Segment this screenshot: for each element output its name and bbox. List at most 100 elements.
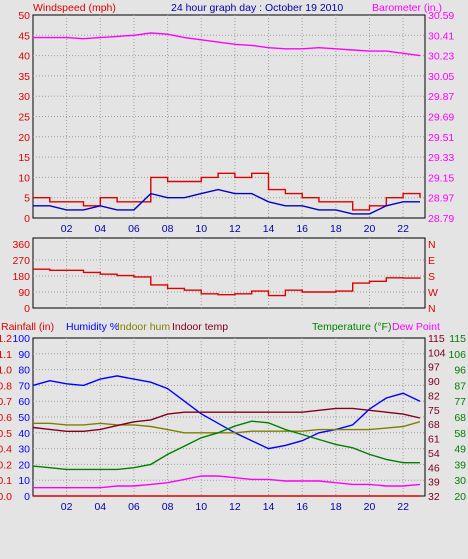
legend-dew-point: Dew Point xyxy=(392,321,440,333)
climate-right-tick: 90 xyxy=(428,376,440,388)
wind-left-tick: 40 xyxy=(18,51,30,63)
dir-left-tick: 180 xyxy=(12,271,30,283)
dir-left-tick: 360 xyxy=(12,239,30,251)
climate-right-tick: 61 xyxy=(428,434,440,446)
graph-title: 24 hour graph day : October 19 2010 xyxy=(171,2,343,14)
x-tick-label: 18 xyxy=(330,501,342,513)
climate-left-tick: 1.2 xyxy=(0,333,12,345)
dir-left-tick: 0 xyxy=(24,303,30,315)
climate-left-tick: 0.7 xyxy=(0,396,12,408)
climate-right-tick: 32 xyxy=(428,491,440,503)
climate-left2-tick: 60 xyxy=(18,396,30,408)
climate-right2-tick: 39 xyxy=(454,459,466,471)
climate-left-tick: 0.2 xyxy=(0,459,12,471)
wind-right-tick: 29.33 xyxy=(428,152,454,164)
x-tick-label: 12 xyxy=(229,501,241,513)
climate-right-tick: 75 xyxy=(428,405,440,417)
climate-right-tick: 82 xyxy=(428,390,440,402)
climate-right-tick: 115 xyxy=(428,333,445,345)
climate-left2-tick: 10 xyxy=(18,475,30,487)
climate-left2-tick: 80 xyxy=(18,365,30,377)
dir-left-tick: 270 xyxy=(12,255,30,267)
climate-left-tick: 0.1 xyxy=(0,475,12,487)
wind-right-tick: 30.23 xyxy=(428,51,454,63)
x-tick-label: 18 xyxy=(330,223,342,235)
climate-left2-tick: 20 xyxy=(18,459,30,471)
climate-right-tick: 68 xyxy=(428,419,440,431)
climate-left-tick: 1.1 xyxy=(0,349,12,361)
x-tick-label: 20 xyxy=(364,223,376,235)
wind-left-tick: 45 xyxy=(18,30,30,42)
x-tick-label: 08 xyxy=(162,501,174,513)
legend-indoor-hum: Indoor hum xyxy=(117,321,170,333)
dir-right-tick: N xyxy=(428,303,436,315)
wind-right-tick: 29.69 xyxy=(428,112,454,124)
x-tick-label: 02 xyxy=(61,223,73,235)
x-tick-label: 16 xyxy=(296,223,308,235)
dir-right-tick: E xyxy=(428,255,435,267)
wind-right-tick: 29.15 xyxy=(428,172,454,184)
windspeed-line xyxy=(33,172,421,211)
wind-left-tick: 0 xyxy=(24,213,30,225)
x-tick-label: 06 xyxy=(128,223,140,235)
climate-left2-tick: 100 xyxy=(12,333,30,345)
dew_point-line xyxy=(33,475,421,489)
dir-left-tick: 90 xyxy=(18,287,30,299)
x-tick-label: 10 xyxy=(195,223,207,235)
climate-right-tick: 39 xyxy=(428,477,440,489)
wind_dir-line xyxy=(33,268,421,297)
climate-left-tick: 0.6 xyxy=(0,412,12,424)
wind-left-tick: 20 xyxy=(18,132,30,144)
climate-right2-tick: 77 xyxy=(454,396,466,408)
climate-left2-tick: 30 xyxy=(18,444,30,456)
climate-left-tick: 0.4 xyxy=(0,444,12,456)
wind-right-tick: 28.97 xyxy=(428,193,454,205)
climate-left2-tick: 70 xyxy=(18,380,30,392)
x-tick-label: 14 xyxy=(263,501,275,513)
wind-right-tick: 30.05 xyxy=(428,71,454,83)
indoor_temp-line xyxy=(32,407,421,432)
wind-left-tick: 35 xyxy=(18,71,30,83)
climate-right-tick: 54 xyxy=(428,448,440,460)
barometer-axis-label: Barometer (in.) xyxy=(372,2,442,14)
direction-panel-frame xyxy=(32,237,426,309)
dir-right-tick: W xyxy=(428,287,438,299)
climate-right2-tick: 49 xyxy=(454,444,466,456)
chart-marks: 0 5 10 15 20 25 30 35 40 45 50 28.79 28.97 29.15 29.33… xyxy=(0,10,466,513)
legend-temperature: Temperature (°F) xyxy=(312,321,391,333)
wind-right-tick: 30.59 xyxy=(428,10,454,22)
climate-left2-tick: 90 xyxy=(18,349,30,361)
wind_avg-line xyxy=(33,188,420,215)
wind-right-tick: 29.51 xyxy=(428,132,454,144)
wind-left-tick: 15 xyxy=(18,152,30,164)
humidity-line xyxy=(32,375,421,450)
wind-left-tick: 25 xyxy=(18,112,30,124)
climate-left2-tick: 0 xyxy=(24,491,30,503)
windspeed-axis-label: Windspeed (mph) xyxy=(33,2,116,14)
climate-legend-left: Rainfall (in) Humidity % Indoor hum Indo… xyxy=(1,321,228,333)
legend-indoor-temp: Indoor temp xyxy=(172,321,228,333)
climate-right2-tick: 96 xyxy=(454,365,466,377)
legend-rainfall: Rainfall (in) xyxy=(1,321,54,333)
wind-left-tick: 30 xyxy=(18,91,30,103)
legend-humidity: Humidity % xyxy=(66,321,119,333)
x-tick-label: 20 xyxy=(364,501,376,513)
wind-right-tick: 28.79 xyxy=(428,213,454,225)
x-tick-label: 16 xyxy=(296,501,308,513)
wind-right-tick: 30.41 xyxy=(428,30,454,42)
indoor_hum-line xyxy=(33,421,421,434)
wind-left-tick: 10 xyxy=(18,172,30,184)
barometer-line xyxy=(33,32,421,57)
x-tick-label: 10 xyxy=(195,501,207,513)
x-tick-label: 04 xyxy=(94,223,106,235)
climate-right2-tick: 87 xyxy=(454,380,466,392)
climate-left2-tick: 40 xyxy=(18,428,30,440)
climate-left2-tick: 50 xyxy=(18,412,30,424)
climate-right-tick: 104 xyxy=(428,347,446,359)
x-tick-label: 14 xyxy=(263,223,275,235)
climate-right-tick: 46 xyxy=(428,462,440,474)
wind-right-tick: 29.87 xyxy=(428,91,454,103)
x-tick-label: 06 xyxy=(128,501,140,513)
climate-left-tick: 0.8 xyxy=(0,380,12,392)
